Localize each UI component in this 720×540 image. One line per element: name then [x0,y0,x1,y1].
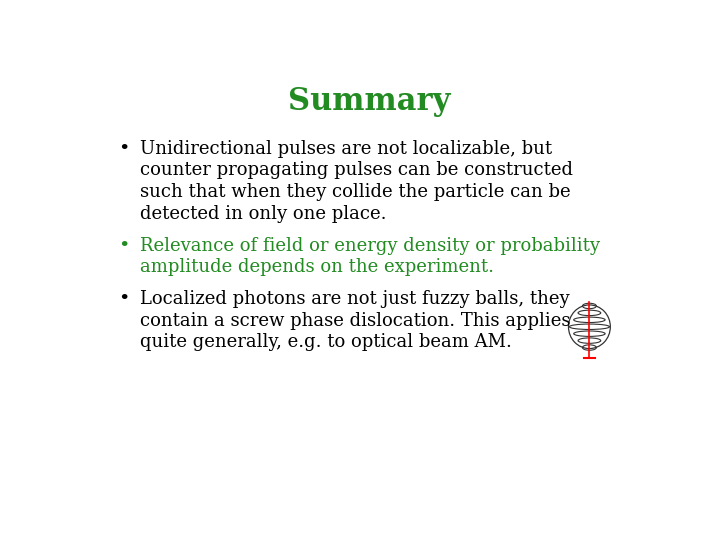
Text: •: • [118,237,130,254]
Text: such that when they collide the particle can be: such that when they collide the particle… [140,183,571,201]
Text: counter propagating pulses can be constructed: counter propagating pulses can be constr… [140,161,573,179]
Text: detected in only one place.: detected in only one place. [140,205,387,222]
Text: quite generally, e.g. to optical beam AM.: quite generally, e.g. to optical beam AM… [140,333,512,352]
Text: Summary: Summary [288,85,450,117]
Text: Localized photons are not just fuzzy balls, they: Localized photons are not just fuzzy bal… [140,290,570,308]
Text: amplitude depends on the experiment.: amplitude depends on the experiment. [140,258,494,276]
Text: Relevance of field or energy density or probability: Relevance of field or energy density or … [140,237,600,254]
Text: contain a screw phase dislocation. This applies: contain a screw phase dislocation. This … [140,312,571,330]
Text: Unidirectional pulses are not localizable, but: Unidirectional pulses are not localizabl… [140,140,552,158]
Text: •: • [118,140,130,158]
Text: •: • [118,290,130,308]
